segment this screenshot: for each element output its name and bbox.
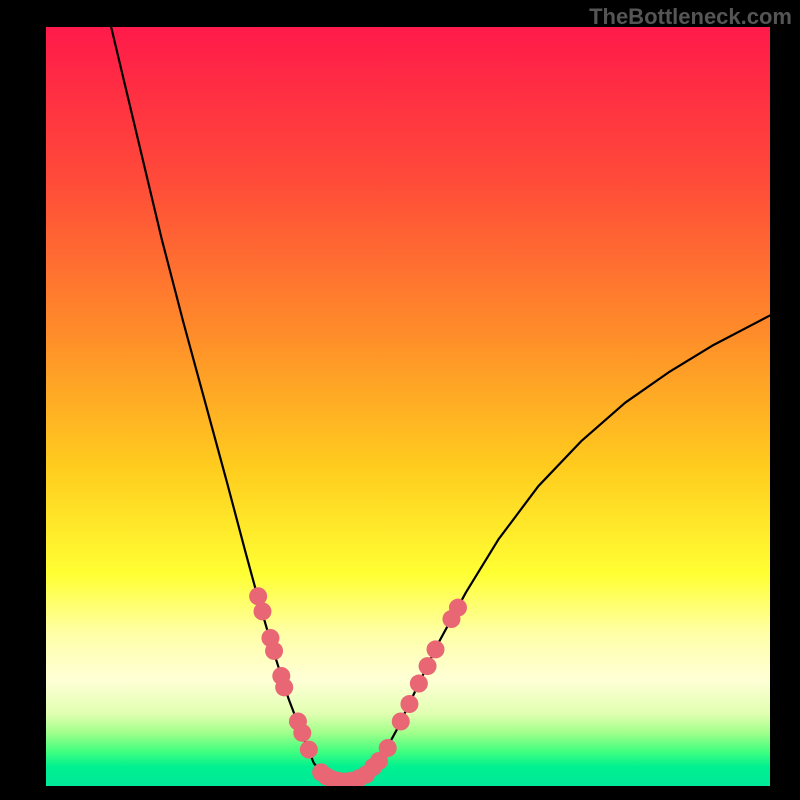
data-marker: [410, 675, 428, 693]
data-marker: [253, 602, 271, 620]
data-marker: [249, 587, 267, 605]
data-marker: [293, 724, 311, 742]
data-marker: [275, 678, 293, 696]
data-marker: [300, 741, 318, 759]
data-marker: [400, 695, 418, 713]
data-marker: [419, 657, 437, 675]
chart-svg: [46, 27, 770, 786]
data-marker: [449, 599, 467, 617]
chart-background: [46, 27, 770, 786]
data-marker: [392, 712, 410, 730]
data-marker: [379, 739, 397, 757]
bottleneck-chart: [46, 27, 770, 786]
data-marker: [265, 642, 283, 660]
data-marker: [427, 640, 445, 658]
watermark-text: TheBottleneck.com: [589, 4, 792, 30]
